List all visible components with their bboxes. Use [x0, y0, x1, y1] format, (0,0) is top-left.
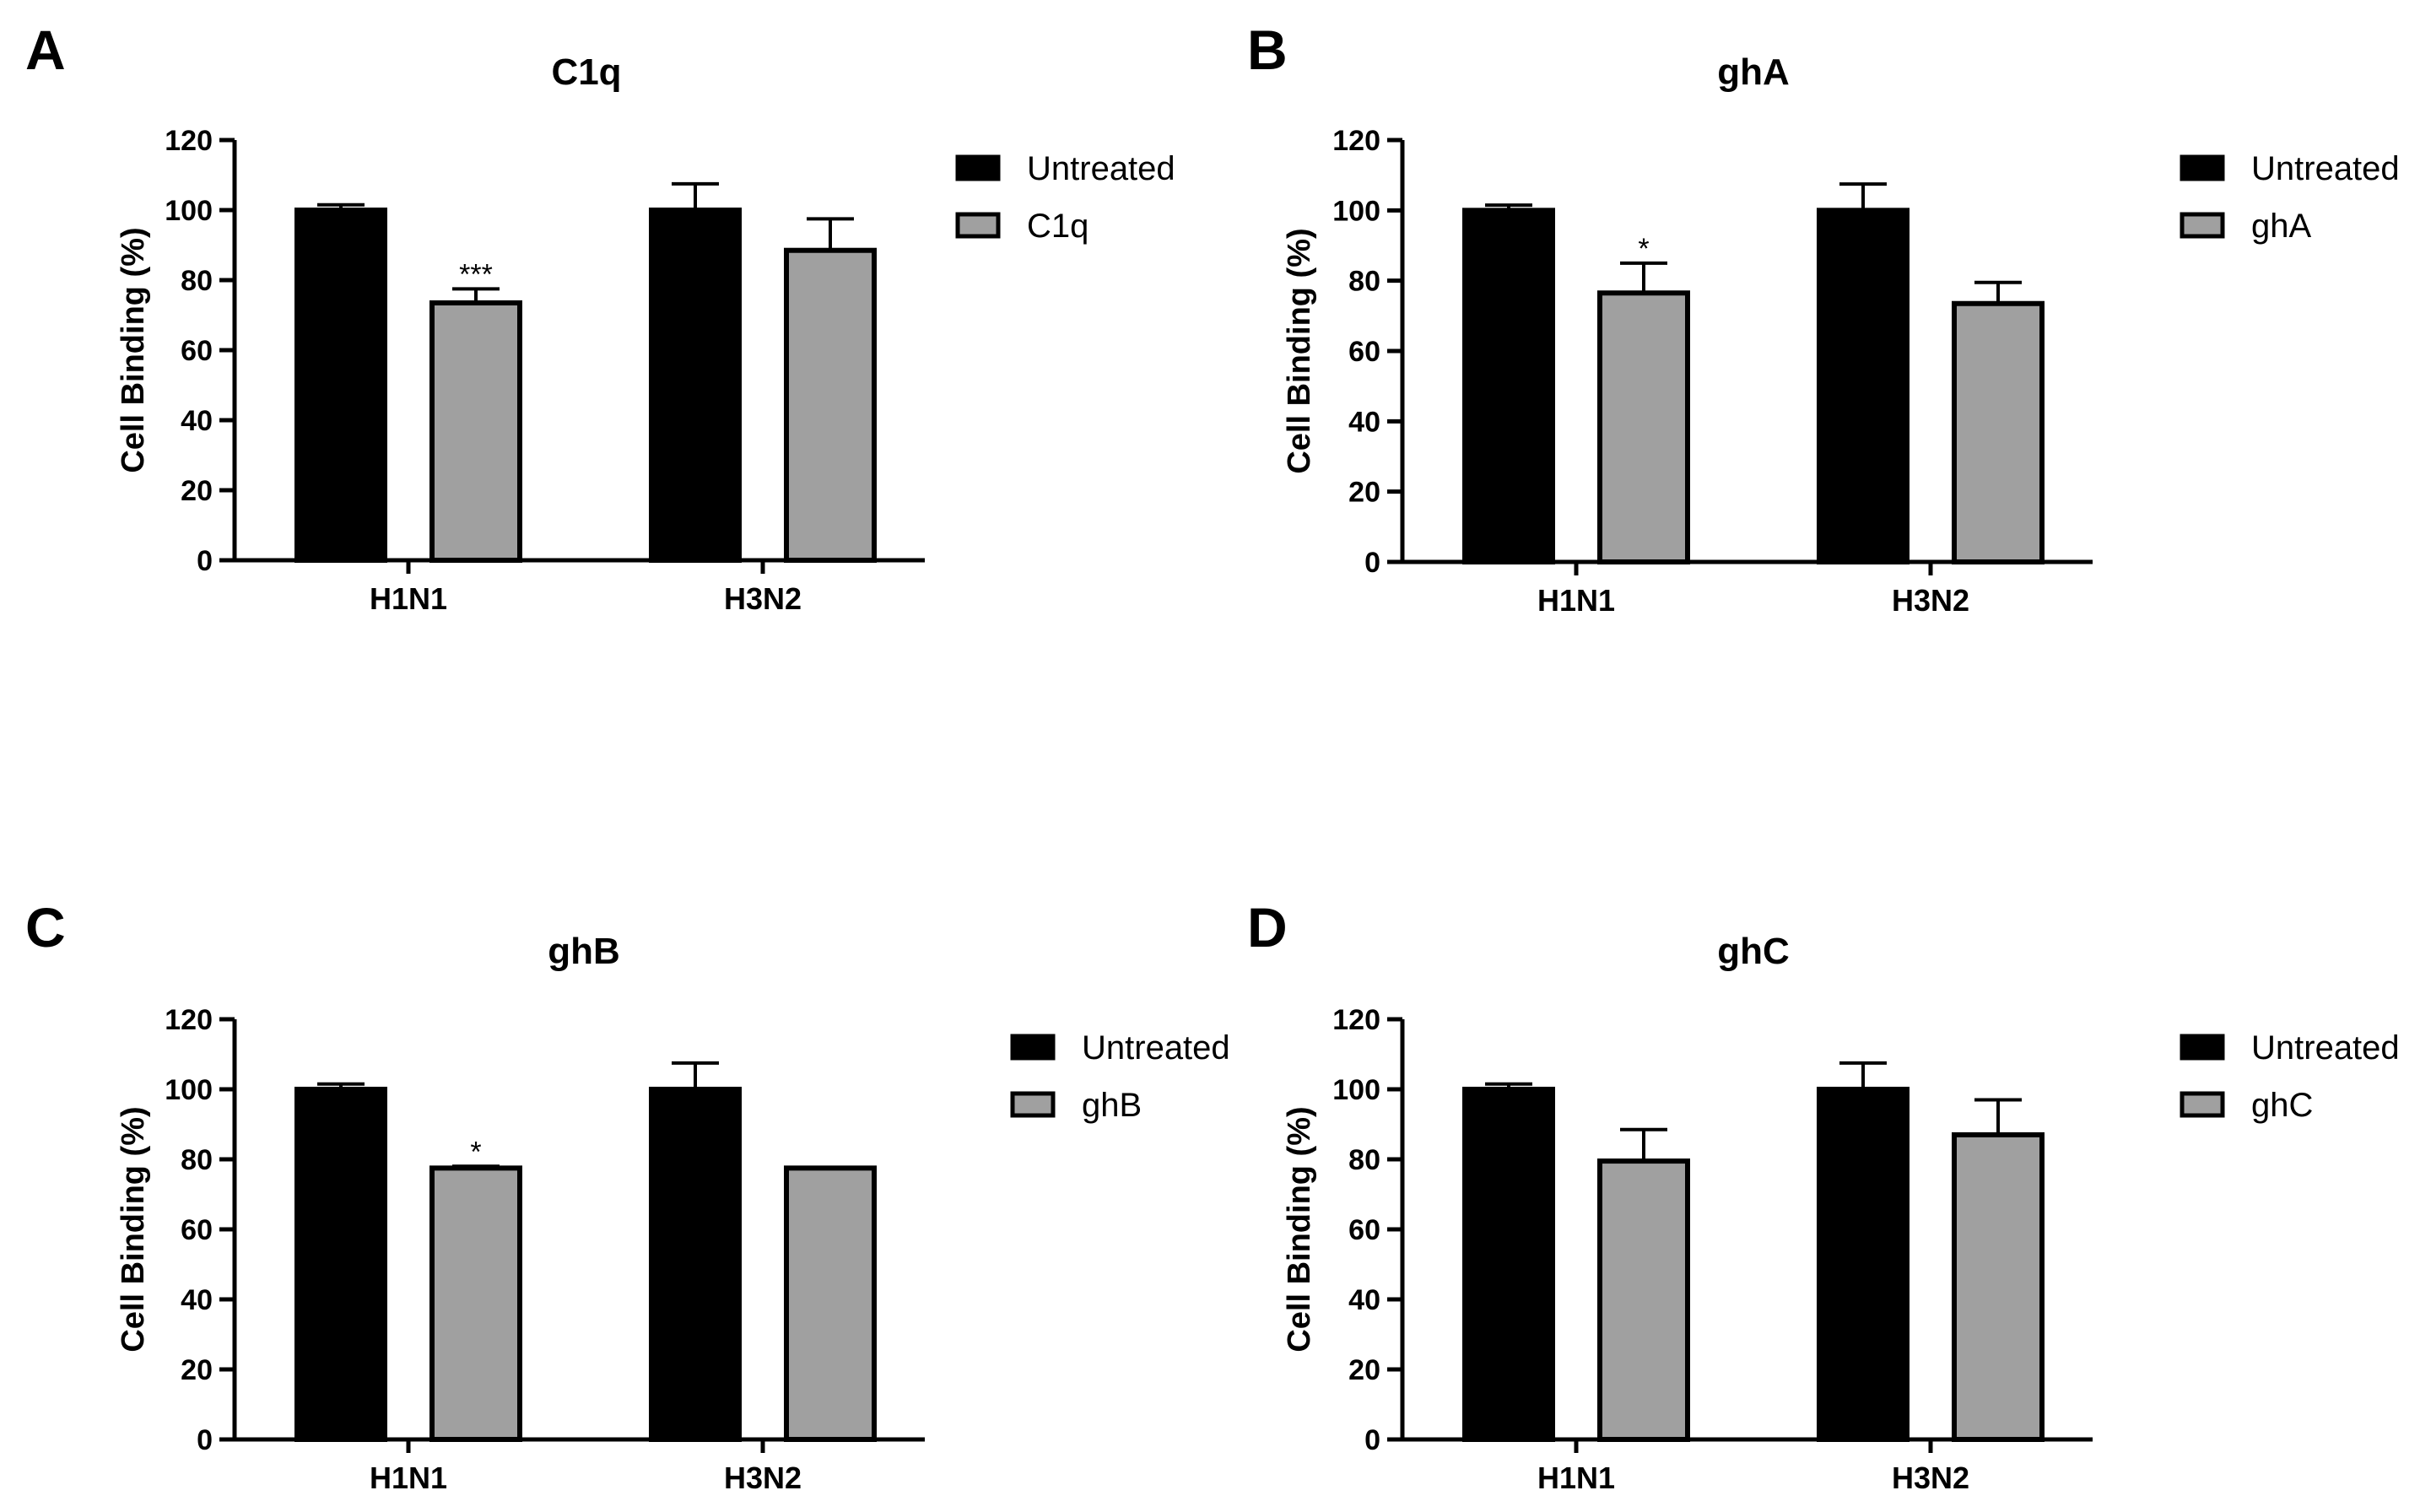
y-tick-label: 60	[181, 335, 213, 367]
y-tick-label: 120	[1332, 1004, 1380, 1036]
x-tick-label: H3N2	[724, 581, 802, 616]
bar-untreated-h1n1	[1462, 1087, 1555, 1442]
bar-ghb-h3n2	[784, 1165, 877, 1442]
significance-label: ***	[459, 258, 493, 290]
x-tick-label: H1N1	[1537, 583, 1615, 618]
y-tick-label: 80	[1348, 266, 1380, 298]
legend-swatch-0	[2180, 1034, 2225, 1061]
bar-gha-h3n2	[1952, 300, 2045, 564]
y-tick-label: 80	[181, 265, 213, 297]
y-tick-label: 20	[181, 475, 213, 507]
legend-swatch-0	[2180, 154, 2225, 181]
x-tick-label: H3N2	[724, 1461, 802, 1495]
x-tick-label: H3N2	[1892, 1461, 1969, 1495]
y-tick-label: 120	[1332, 125, 1380, 157]
chart-title: ghA	[1717, 51, 1790, 93]
legend-swatch-1	[2180, 212, 2225, 239]
y-tick-label: 100	[165, 195, 213, 227]
y-tick-label: 0	[1364, 547, 1380, 579]
y-axis-label: Cell Binding (%)	[1282, 1106, 1317, 1352]
y-tick-label: 60	[1348, 336, 1380, 368]
bar-untreated-h3n2	[649, 1087, 742, 1442]
bar-untreated-h1n1	[294, 1087, 387, 1442]
legend-swatch-0	[955, 154, 1001, 181]
y-tick-label: 100	[1332, 195, 1380, 227]
y-tick-label: 80	[181, 1144, 213, 1176]
legend-swatch-1	[1010, 1091, 1056, 1118]
x-tick-label: H1N1	[370, 1461, 447, 1495]
legend-swatch-1	[955, 212, 1001, 239]
legend-label-1: C1q	[1027, 208, 1088, 245]
panel-label: C	[25, 896, 66, 958]
legend-label-1: ghC	[2251, 1087, 2313, 1124]
y-axis-label: Cell Binding (%)	[116, 227, 151, 472]
legend-label-0: Untreated	[1027, 150, 1175, 187]
legend-label-0: Untreated	[2251, 1029, 2400, 1066]
legend-swatch-1	[2180, 1091, 2225, 1118]
y-tick-label: 0	[197, 1424, 213, 1456]
y-tick-label: 20	[1348, 477, 1380, 509]
legend-label-0: Untreated	[2251, 150, 2400, 187]
y-tick-label: 60	[1348, 1214, 1380, 1246]
x-tick-label: H1N1	[370, 581, 447, 616]
bar-untreated-h3n2	[1817, 208, 1910, 564]
significance-label: *	[1638, 233, 1649, 265]
legend-label-1: ghA	[2251, 208, 2311, 245]
y-tick-label: 0	[197, 545, 213, 577]
chart-title: ghB	[548, 931, 620, 972]
y-tick-label: 100	[1332, 1074, 1380, 1106]
bar-c1q-h1n1	[429, 300, 522, 563]
y-tick-label: 40	[1348, 406, 1380, 438]
y-tick-label: 40	[1348, 1284, 1380, 1316]
bar-untreated-h3n2	[1817, 1087, 1910, 1442]
chart-title: ghC	[1717, 931, 1790, 972]
bar-ghb-h1n1	[429, 1165, 522, 1442]
panel-label: D	[1247, 896, 1288, 958]
bar-untreated-h1n1	[1462, 208, 1555, 564]
y-axis-label: Cell Binding (%)	[116, 1106, 151, 1352]
chart-panel-a: A C1q Cell Binding (%) *** 0 20 40 60 80 100 120 H1…	[25, 19, 1175, 616]
y-tick-label: 20	[1348, 1354, 1380, 1386]
bar-ghc-h3n2	[1952, 1131, 2045, 1442]
bar-c1q-h3n2	[784, 247, 877, 563]
panel-label: A	[25, 19, 66, 81]
y-tick-label: 120	[165, 125, 213, 157]
bar-ghc-h1n1	[1597, 1158, 1690, 1442]
y-tick-label: 120	[165, 1004, 213, 1036]
chart-title: C1q	[551, 51, 621, 93]
significance-label: *	[470, 1136, 481, 1168]
x-tick-label: H1N1	[1537, 1461, 1615, 1495]
y-tick-label: 80	[1348, 1144, 1380, 1176]
legend-label-0: Untreated	[1082, 1029, 1230, 1066]
legend-swatch-0	[1010, 1034, 1056, 1061]
y-tick-label: 60	[181, 1214, 213, 1246]
bar-untreated-h3n2	[649, 208, 742, 563]
y-tick-label: 40	[181, 405, 213, 437]
panel-label: B	[1247, 19, 1288, 81]
bar-untreated-h1n1	[294, 208, 387, 563]
y-tick-label: 20	[181, 1354, 213, 1386]
x-tick-label: H3N2	[1892, 583, 1969, 618]
legend-label-1: ghB	[1082, 1087, 1142, 1124]
y-tick-label: 100	[165, 1074, 213, 1106]
y-tick-label: 0	[1364, 1424, 1380, 1456]
bar-gha-h1n1	[1597, 290, 1690, 564]
y-axis-label: Cell Binding (%)	[1282, 228, 1317, 473]
y-tick-label: 40	[181, 1284, 213, 1316]
